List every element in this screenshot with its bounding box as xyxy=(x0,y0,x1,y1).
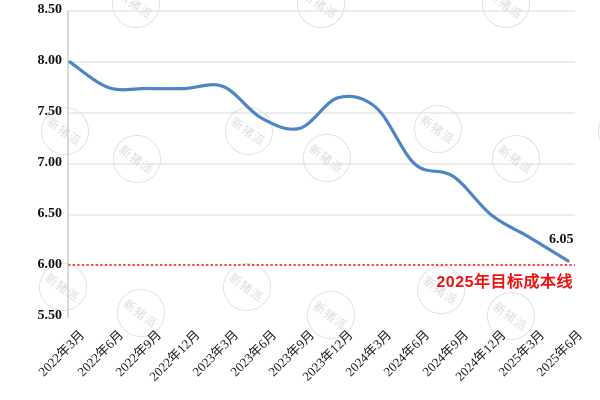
y-tick-label: 8.50 xyxy=(37,2,63,17)
y-tick-label: 7.50 xyxy=(37,104,63,119)
watermark-stamp: 新猪派 xyxy=(41,107,89,155)
watermark-stamp: 新猪派 xyxy=(39,263,87,311)
watermark-stamp: 新猪派 xyxy=(113,135,161,183)
watermark-stamp: 新猪派 xyxy=(414,105,462,153)
watermark-stamp: 新猪派 xyxy=(417,266,465,314)
y-tick-label: 8.00 xyxy=(37,53,63,68)
target-line-label: 2025年目标成本线 xyxy=(436,274,573,291)
watermark-stamp: 新猪派 xyxy=(117,289,165,337)
watermark-stamp: 新猪派 xyxy=(223,263,271,311)
cost-series-line xyxy=(68,60,570,263)
y-tick-label: 6.00 xyxy=(37,257,63,272)
y-tick-label: 6.50 xyxy=(37,206,63,221)
watermark-stamp: 新猪派 xyxy=(303,134,351,182)
watermark-stamp: 新猪派 xyxy=(307,291,355,339)
y-tick-label: 5.50 xyxy=(37,308,63,323)
watermark-stamp: 新猪派 xyxy=(487,292,535,340)
last-point-data-label: 6.05 xyxy=(549,232,574,247)
y-tick-label: 7.00 xyxy=(37,155,63,170)
watermark-stamp: 新猪派 xyxy=(492,135,540,183)
